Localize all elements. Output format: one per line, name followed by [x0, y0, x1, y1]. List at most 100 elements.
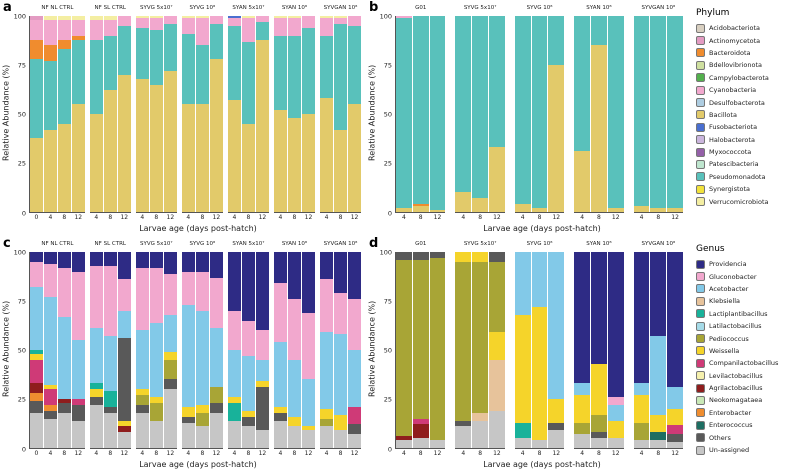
- x-tick-label: 4: [186, 214, 191, 221]
- bar-segment: [287, 426, 301, 448]
- stacked-bar: [429, 16, 446, 212]
- stacked-bar: [117, 16, 131, 212]
- bar-segment: [273, 406, 287, 413]
- y-tick-label: 0: [387, 208, 392, 217]
- y-tick-label: 75: [17, 297, 26, 305]
- campylobacterota-swatch: [696, 73, 705, 83]
- legend-item-label: Desulfobacterota: [709, 98, 765, 107]
- bar-segment: [103, 265, 117, 337]
- y-tick-label: 25: [17, 395, 26, 404]
- bar-segment: [633, 395, 650, 423]
- bar-segment: [181, 252, 195, 272]
- x-tick-label: 12: [493, 450, 501, 457]
- bar-segment: [319, 252, 333, 280]
- bar-segment: [149, 252, 163, 268]
- bar-segment: [89, 397, 103, 405]
- bar-segment: [429, 16, 446, 211]
- bar-segment: [273, 420, 287, 448]
- pediococcus-swatch: [696, 334, 705, 344]
- bar-group: SYAN 5x10⁷ 4 8 12: [227, 2, 269, 223]
- bar-segment: [412, 206, 429, 212]
- bar-group: SYVG 10⁸ 4 8 12: [514, 2, 565, 223]
- stacked-bar: [227, 16, 241, 212]
- bar-segment: [89, 114, 103, 212]
- group-label: SYAN 10⁸: [586, 241, 612, 247]
- bar-segment: [574, 395, 591, 423]
- bar-segment: [548, 65, 565, 212]
- bar-segment: [241, 355, 255, 411]
- bar-segment: [209, 412, 223, 448]
- x-tick-label: 12: [552, 450, 561, 457]
- x-ticks-row: 4 8 12: [634, 449, 683, 459]
- un-assigned-swatch: [696, 445, 705, 455]
- stacked-bar: [472, 16, 488, 212]
- x-tick-label: 4: [461, 214, 466, 221]
- bar-segment: [227, 17, 241, 26]
- synergistota-swatch: [696, 184, 705, 194]
- verrucomicrobiota-swatch: [696, 197, 705, 207]
- legend-item-label: Enterococcus: [709, 421, 753, 430]
- legend-item: Others: [696, 431, 796, 443]
- others-swatch: [696, 433, 705, 443]
- bar-segment: [241, 252, 255, 321]
- bar-segment: [591, 363, 607, 415]
- legend-item: Enterobacter: [696, 407, 796, 419]
- bar-segment: [319, 17, 333, 36]
- bar-segment: [181, 16, 195, 18]
- stacked-bar: [89, 16, 103, 212]
- x-tick-label: 8: [292, 214, 297, 221]
- bar-segment: [57, 16, 71, 20]
- bar-segment: [255, 330, 269, 360]
- bar-segment: [301, 379, 315, 427]
- legend-item: Pediococcus: [696, 332, 796, 344]
- bar-segment: [30, 400, 43, 413]
- legend-items: Acidobacteriota Actinomycetota Bacteroidot…: [696, 22, 796, 208]
- pseudomonadota-swatch: [696, 172, 705, 182]
- stacked-bar: [412, 252, 429, 448]
- legend-item: Bacteroidota: [696, 47, 796, 59]
- legend-item: Desulfobacterota: [696, 96, 796, 108]
- stacked-bar: [333, 16, 347, 212]
- y-axis-label: Relative Abundance (%): [1, 300, 11, 397]
- bar-segment: [273, 110, 287, 212]
- x-tick-label: 8: [62, 214, 67, 221]
- bar-segment: [301, 16, 315, 28]
- bar-segment: [195, 310, 209, 405]
- bar-segment: [163, 379, 177, 390]
- bars-row: [396, 16, 446, 213]
- bar-segment: [348, 424, 362, 435]
- bar-segment: [195, 17, 209, 46]
- legend-item: Campylobacterota: [696, 72, 796, 84]
- bar-segment: [348, 16, 362, 26]
- bar-segment: [227, 350, 241, 398]
- bar-segment: [103, 391, 117, 407]
- bar-segment: [319, 16, 333, 18]
- bar-segment: [43, 263, 57, 298]
- bar-segment: [574, 16, 591, 152]
- bar-segment: [135, 17, 149, 28]
- y-tick-label: 75: [17, 61, 26, 69]
- legend-item-label: Levilactobacillus: [709, 371, 763, 380]
- x-tick-label: 0: [34, 214, 39, 221]
- x-tick-label: 8: [154, 450, 159, 457]
- x-ticks-row: 4 8 12: [515, 449, 564, 459]
- bar-group: G01 4 8 12: [396, 2, 446, 223]
- x-ticks-row: 4 8 12: [228, 213, 269, 223]
- bar-segment: [591, 252, 607, 364]
- stacked-bar: [287, 252, 301, 448]
- bar-segment: [57, 412, 71, 448]
- stacked-bar: [163, 16, 177, 212]
- stacked-bar: [255, 252, 269, 448]
- bar-segment: [287, 17, 301, 36]
- legend-item: Bacillota: [696, 109, 796, 121]
- x-ticks-row: 4 8 12: [574, 213, 623, 223]
- x-tick-label: 8: [537, 214, 542, 221]
- bars-row: [89, 16, 131, 213]
- stacked-bar: [103, 252, 117, 448]
- weissella-swatch: [696, 346, 705, 356]
- legend-item: Weissella: [696, 345, 796, 357]
- bar-segment: [514, 16, 531, 205]
- bar-segment: [255, 359, 269, 382]
- legend-item-label: Gluconobacter: [709, 272, 757, 281]
- bar-segment: [195, 426, 209, 448]
